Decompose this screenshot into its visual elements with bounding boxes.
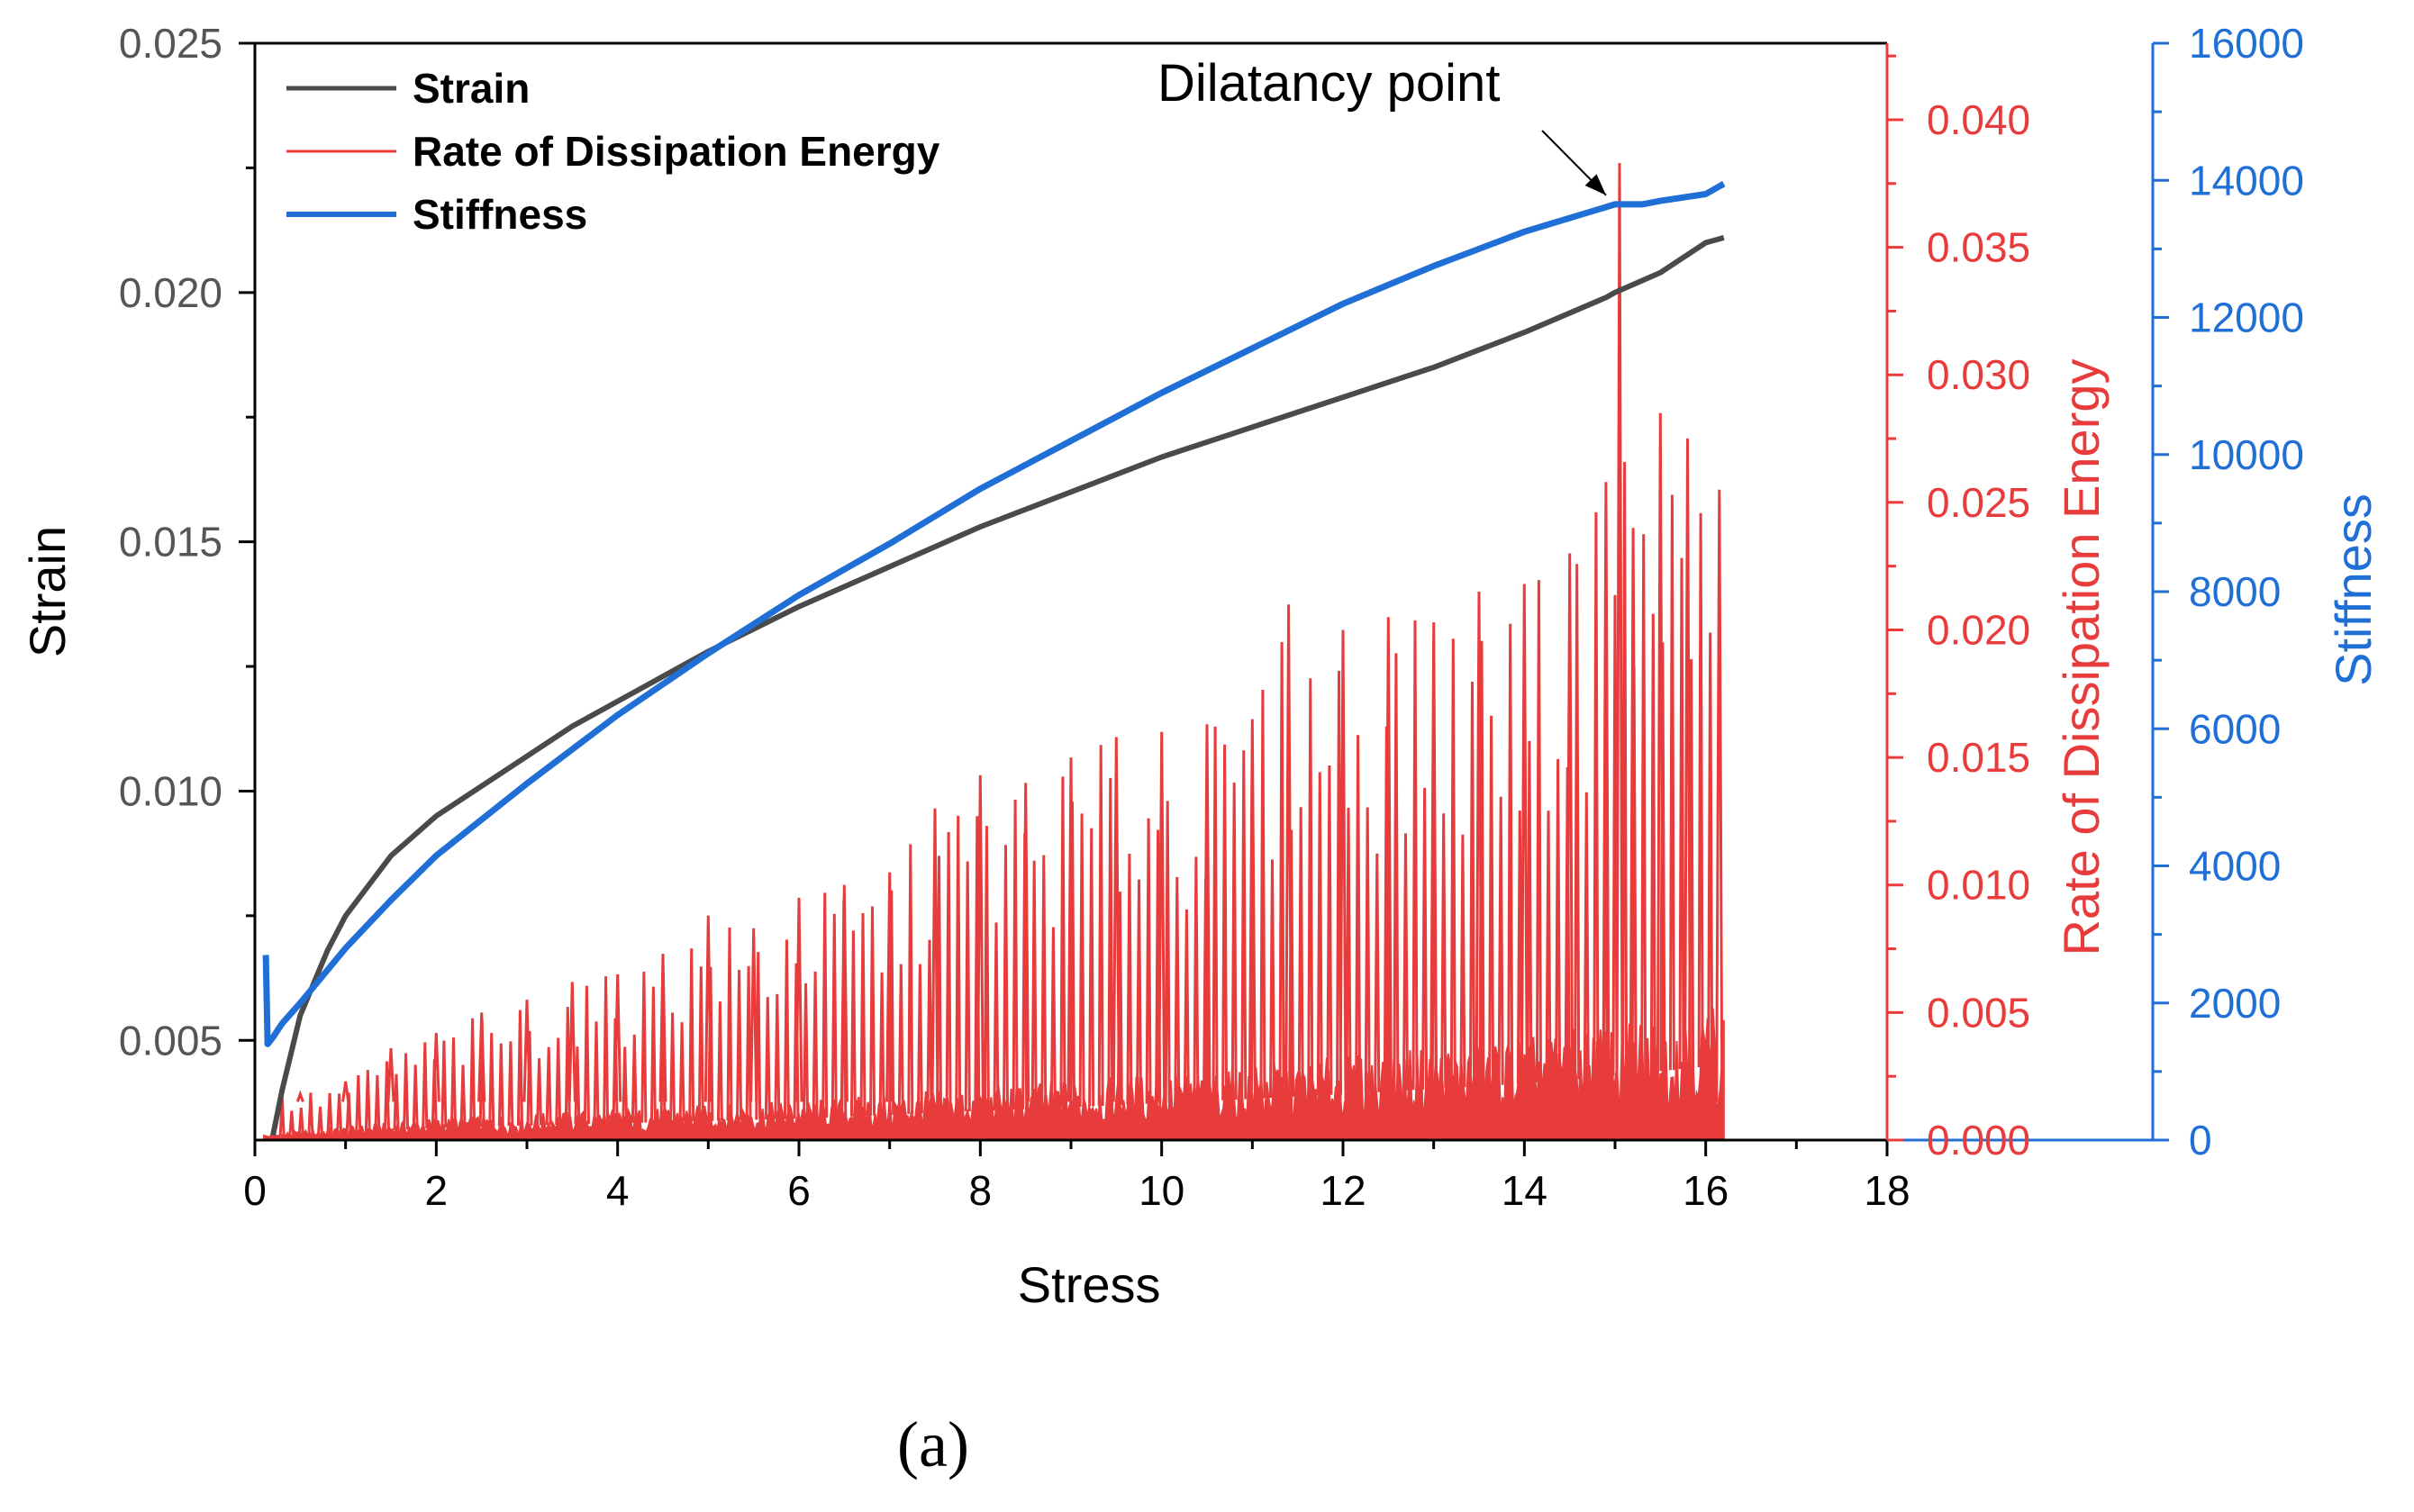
x-tick-label: 16 [1683, 1167, 1729, 1214]
stiffness-tick-label: 4000 [2189, 843, 2281, 890]
stiffness-tick-label: 16000 [2189, 20, 2304, 67]
dissipation-axis-title: Rate of Dissipation Energy [2053, 358, 2110, 955]
strain-tick-label: 0.010 [119, 767, 222, 814]
stiffness-tick-label: 10000 [2189, 431, 2304, 478]
legend: Strain Rate of Dissipation Energy Stiffnes… [286, 65, 940, 238]
stiffness-tick-label: 12000 [2189, 294, 2304, 341]
x-tick-label: 2 [425, 1167, 449, 1214]
strain-line [270, 235, 1725, 1136]
x-tick-label: 12 [1320, 1167, 1366, 1214]
stiffness-tick-label: 14000 [2189, 157, 2304, 204]
dissipation-tick-label: 0.035 [1927, 224, 2030, 271]
axes-layer: 0 2 4 6 8 10 12 14 16 18 Stress 0.005 0.010 0.015 0.02… [19, 20, 2382, 1313]
stiffness-tick-label: 6000 [2189, 705, 2281, 752]
x-tick-label: 0 [243, 1167, 267, 1214]
legend-label-1: Rate of Dissipation Energy [413, 128, 940, 175]
series-layer [262, 163, 1726, 1140]
dissipation-tick-label: 0.015 [1927, 734, 2030, 781]
strain-tick-label: 0.020 [119, 269, 222, 316]
dissipation-spikes [278, 163, 1724, 1136]
dilatancy-annotation-text: Dilatancy point [1157, 54, 1500, 113]
legend-label-0: Strain [413, 65, 530, 112]
x-tick-label: 10 [1139, 1167, 1184, 1214]
dissipation-tick-label: 0.010 [1927, 862, 2030, 909]
legend-label-2: Stiffness [413, 191, 587, 238]
x-tick-label: 8 [969, 1167, 993, 1214]
dissipation-tick-label: 0.005 [1927, 989, 2030, 1036]
dissipation-tick-label: 0.040 [1927, 96, 2030, 143]
x-tick-label: 4 [606, 1167, 630, 1214]
stiffness-tick-label: 2000 [2189, 980, 2281, 1027]
stiffness-line [262, 181, 1726, 1047]
strain-tick-label: 0.025 [119, 20, 222, 67]
stiffness-tick-label: 0 [2189, 1117, 2212, 1163]
x-tick-label: 18 [1864, 1167, 1910, 1214]
dissipation-tick-label: 0.000 [1927, 1117, 2030, 1163]
stiffness-tick-label: 8000 [2189, 568, 2281, 615]
dilatancy-arrow-head [1584, 174, 1606, 195]
dissipation-tick-label: 0.030 [1927, 351, 2030, 398]
panel-label: (a) [897, 1408, 969, 1480]
strain-axis-title: Strain [19, 526, 76, 657]
x-axis-title: Stress [1018, 1256, 1161, 1313]
x-tick-label: 6 [787, 1167, 811, 1214]
stiffness-axis-title: Stiffness [2325, 493, 2382, 686]
dissipation-tick-label: 0.020 [1927, 606, 2030, 653]
strain-tick-label: 0.015 [119, 519, 222, 566]
dissipation-tick-label: 0.025 [1927, 479, 2030, 526]
strain-tick-label: 0.005 [119, 1017, 222, 1064]
annotation-layer: Dilatancy point (a) [897, 54, 1607, 1480]
x-tick-label: 14 [1502, 1167, 1547, 1214]
